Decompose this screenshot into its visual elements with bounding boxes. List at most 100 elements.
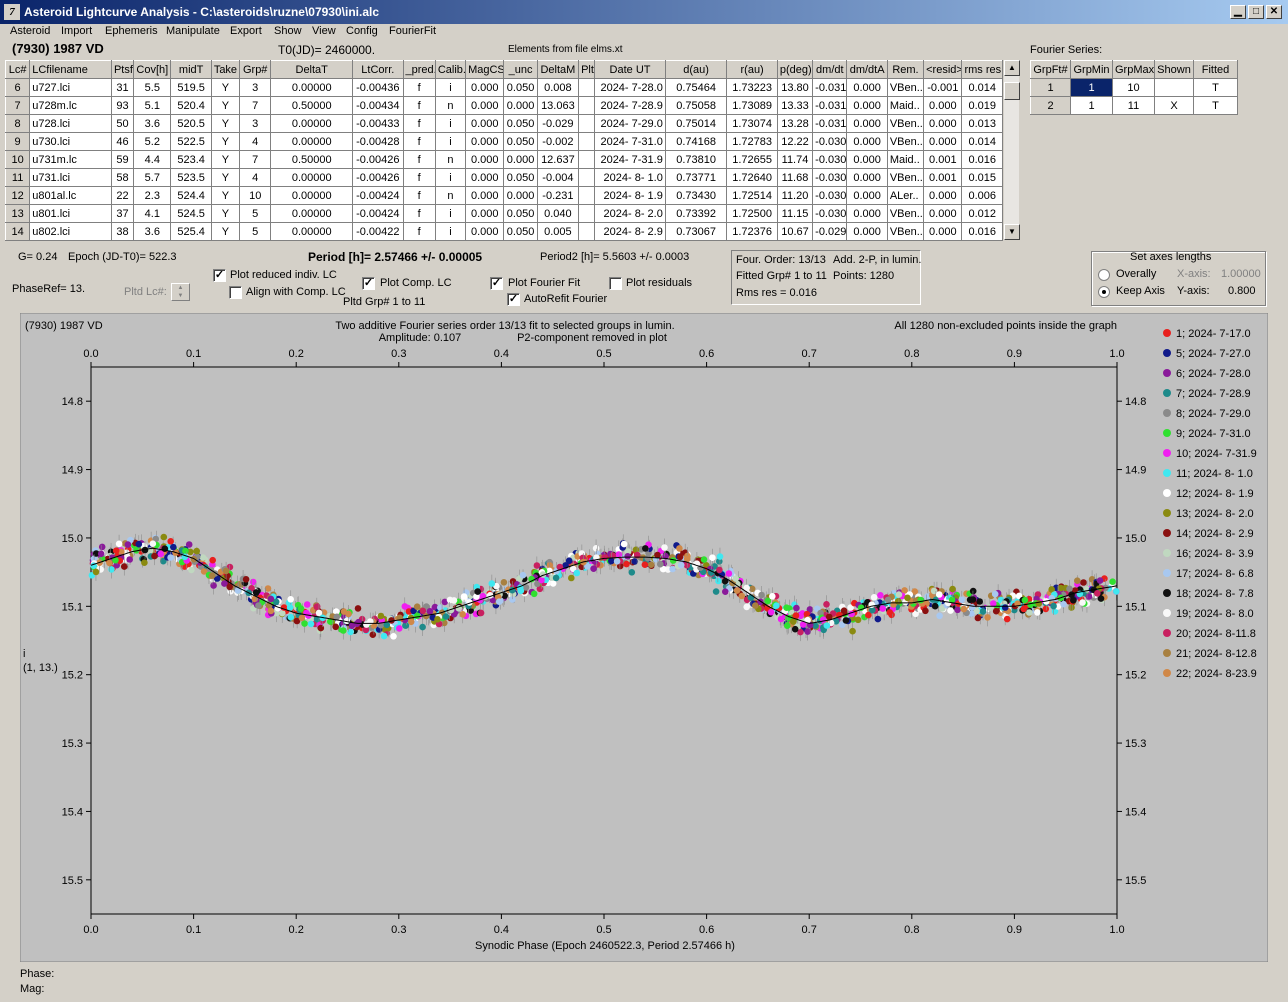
table-cell[interactable]: 0.001 (923, 150, 963, 169)
table-cell[interactable]: 0.000 (846, 114, 888, 133)
table-cell[interactable]: 4.4 (133, 150, 172, 169)
table-cell[interactable]: 0.000 (465, 78, 505, 97)
table-cell[interactable]: 13.063 (536, 96, 580, 115)
table-cell[interactable]: i (434, 114, 467, 133)
table-cell[interactable]: 5.2 (133, 132, 172, 151)
table-cell[interactable]: 4.1 (133, 204, 172, 223)
table-cell[interactable]: i (434, 78, 467, 97)
menu-export[interactable]: Export (230, 25, 262, 37)
autorefit-checkbox[interactable]: ✓ (507, 293, 520, 306)
table-cell[interactable]: 0.005 (536, 222, 580, 241)
table-cell[interactable]: 0.73810 (664, 150, 728, 169)
table-cell[interactable]: 11 (1112, 96, 1155, 115)
table-cell[interactable]: 0.050 (503, 78, 538, 97)
table-cell[interactable]: 1 (1070, 78, 1113, 97)
menu-asteroid[interactable]: Asteroid (10, 25, 51, 37)
table-cell[interactable]: 7 (239, 150, 272, 169)
table-cell[interactable]: 0.73430 (664, 186, 728, 205)
table-cell[interactable]: -0.004 (536, 168, 580, 187)
plot-reduced-checkbox[interactable]: ✓ (213, 269, 226, 282)
table-cell[interactable]: 1.72783 (726, 132, 778, 151)
table-cell[interactable]: -0.00426 (352, 168, 404, 187)
table-cell[interactable]: VBen.. (886, 222, 925, 241)
table-cell[interactable]: f (402, 96, 436, 115)
table-cell[interactable]: 520.5 (170, 114, 212, 133)
table-cell[interactable]: 2024- 7-31.9 (594, 150, 666, 169)
table-cell[interactable]: 1.72500 (726, 204, 778, 223)
table-cell[interactable]: -0.00433 (352, 114, 404, 133)
lc-col-header[interactable]: _unc (503, 60, 538, 79)
lc-col-header[interactable]: MagCS (465, 60, 505, 79)
table-cell[interactable]: 58 (110, 168, 135, 187)
table-cell[interactable] (578, 186, 596, 205)
table-cell[interactable]: VBen.. (886, 204, 925, 223)
overally-radio[interactable] (1098, 269, 1110, 281)
fs-col-header[interactable]: Fitted (1193, 60, 1238, 79)
lightcurve-table[interactable]: Lc# LCfilename Ptsf Cov[h] midT Take Grp# Delta… (4, 60, 1003, 241)
table-cell[interactable]: f (402, 132, 436, 151)
plot-comp-checkbox[interactable]: ✓ (362, 277, 375, 290)
keep-axis-radio[interactable] (1098, 286, 1110, 298)
table-cell[interactable]: 524.4 (170, 186, 212, 205)
menu-view[interactable]: View (312, 25, 336, 37)
table-cell[interactable]: 0.75058 (664, 96, 728, 115)
table-cell[interactable]: 11.15 (776, 204, 814, 223)
table-cell[interactable]: 1.72640 (726, 168, 778, 187)
table-cell[interactable]: 0.000 (465, 168, 505, 187)
lc-col-header[interactable]: r(au) (726, 60, 778, 79)
table-cell[interactable]: -0.002 (536, 132, 580, 151)
table-cell[interactable]: 0.000 (465, 222, 505, 241)
table-cell[interactable]: 37 (110, 204, 135, 223)
menu-import[interactable]: Import (61, 25, 93, 37)
table-cell[interactable]: 0.000 (465, 150, 505, 169)
lc-col-header[interactable]: Lc# (4, 60, 31, 79)
table-cell[interactable]: 0.000 (465, 96, 505, 115)
table-cell[interactable]: Y (210, 186, 241, 205)
table-cell[interactable]: 0.000 (503, 96, 538, 115)
table-cell[interactable]: 38 (110, 222, 135, 241)
table-cell[interactable]: 10 (239, 186, 272, 205)
table-row[interactable]: 12 u801al.lc 22 2.3 524.4 Y 10 0.00000 -0.00424 f… (4, 186, 1003, 205)
table-cell[interactable]: 59 (110, 150, 135, 169)
table-cell[interactable]: 0.000 (846, 132, 888, 151)
lc-col-header[interactable]: dm/dtA (846, 60, 888, 79)
table-cell[interactable] (578, 78, 596, 97)
table-cell[interactable]: 14 (4, 222, 31, 241)
table-cell[interactable] (578, 168, 596, 187)
table-cell[interactable]: 0.050 (503, 204, 538, 223)
table-cell[interactable]: 0.050 (503, 114, 538, 133)
table-cell[interactable]: u727.lci (29, 78, 112, 97)
table-cell[interactable]: 0.050 (503, 222, 538, 241)
table-cell[interactable]: f (402, 150, 436, 169)
table-cell[interactable]: u728.lci (29, 114, 112, 133)
table-cell[interactable]: 12.637 (536, 150, 580, 169)
table-cell[interactable]: 0.000 (465, 132, 505, 151)
table-cell[interactable]: -0.00424 (352, 204, 404, 223)
table-cell[interactable]: 0.015 (961, 168, 1003, 187)
lc-col-header[interactable]: DeltaT (270, 60, 354, 79)
lc-col-header[interactable]: p(deg) (776, 60, 814, 79)
table-cell[interactable]: 0.00000 (270, 114, 354, 133)
table-cell[interactable]: VBen.. (886, 114, 925, 133)
table-cell[interactable]: T (1193, 78, 1238, 97)
table-row[interactable]: 1 1 10 T (1030, 78, 1238, 97)
table-cell[interactable]: 4 (239, 168, 272, 187)
table-cell[interactable]: -0.030 (812, 132, 848, 151)
table-cell[interactable]: 10 (4, 150, 31, 169)
table-cell[interactable]: 22 (110, 186, 135, 205)
table-cell[interactable]: 2024- 7-31.0 (594, 132, 666, 151)
table-cell[interactable]: 5.7 (133, 168, 172, 187)
table-cell[interactable]: i (434, 168, 467, 187)
table-cell[interactable]: 0.00000 (270, 222, 354, 241)
table-cell[interactable]: 12 (4, 186, 31, 205)
table-cell[interactable]: 0.013 (961, 114, 1003, 133)
table-scrollbar[interactable]: ▲ ▼ (1003, 60, 1020, 240)
table-cell[interactable]: 0.73067 (664, 222, 728, 241)
table-cell[interactable]: 5.1 (133, 96, 172, 115)
table-cell[interactable]: 13.33 (776, 96, 814, 115)
table-cell[interactable]: 1.73074 (726, 114, 778, 133)
table-cell[interactable]: 2024- 7-28.9 (594, 96, 666, 115)
lightcurve-plot[interactable]: (7930) 1987 VD Two additive Fourier seri… (19, 312, 1269, 963)
table-cell[interactable]: -0.00422 (352, 222, 404, 241)
table-cell[interactable]: 3 (239, 114, 272, 133)
